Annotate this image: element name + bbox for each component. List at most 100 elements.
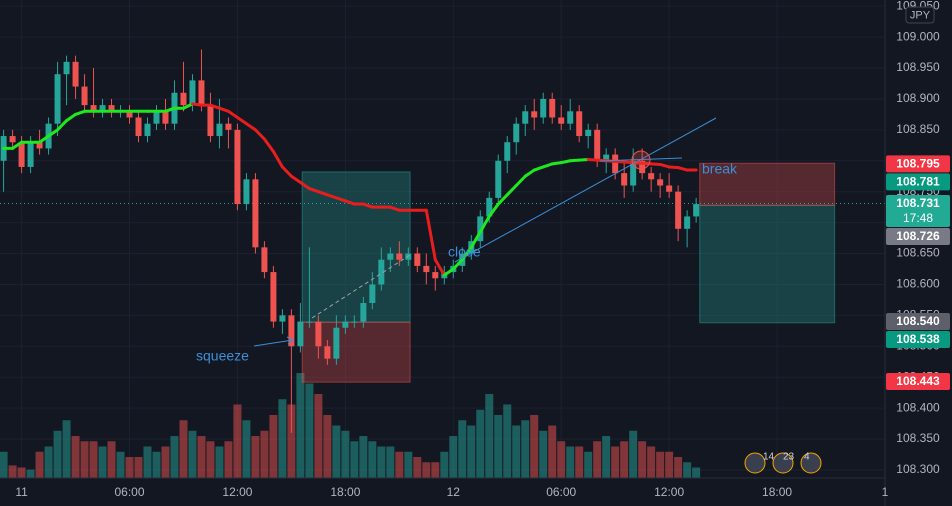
ma-segment — [622, 160, 635, 165]
volume-bar — [278, 399, 287, 478]
positions — [0, 162, 885, 383]
candle-body — [306, 321, 313, 323]
candle-body — [666, 185, 673, 192]
candle-body — [333, 327, 340, 359]
volume-bar — [449, 436, 458, 478]
candle-body — [36, 142, 43, 149]
x-tick-label: 1 — [882, 485, 889, 499]
volume-bar — [584, 451, 593, 478]
volume-bar — [260, 430, 269, 478]
volume-bar — [215, 446, 224, 478]
volume-bar — [8, 465, 17, 478]
candle-body — [99, 105, 106, 112]
volume-bar — [350, 441, 359, 478]
candle-body — [594, 129, 601, 161]
price-label-box — [886, 155, 950, 173]
volume-bar — [332, 425, 341, 478]
volume-bar — [161, 446, 170, 478]
volume-bar — [80, 441, 89, 478]
volume-bar — [224, 441, 233, 478]
ma-segment — [388, 205, 401, 212]
candle-body — [360, 303, 367, 322]
ma-segment — [289, 174, 302, 184]
price-label: 108.731 — [896, 196, 940, 210]
candle-body — [657, 179, 664, 186]
candle-body — [558, 117, 565, 124]
price-label-box — [886, 313, 950, 331]
stop-zone — [699, 162, 836, 206]
candle-body — [180, 92, 187, 106]
y-tick-label: 108.300 — [896, 462, 940, 476]
price-label: 108.443 — [896, 374, 940, 388]
arrow — [253, 339, 294, 347]
volume-bar — [116, 451, 125, 478]
ma-segment — [478, 214, 491, 234]
candle-body — [351, 321, 358, 323]
ma-segment — [343, 199, 356, 206]
x-tick-label: 18:00 — [330, 485, 360, 499]
event-badge[interactable] — [772, 452, 794, 474]
volume-bar — [170, 436, 179, 478]
event-badge[interactable] — [744, 452, 766, 474]
candle-body — [585, 129, 592, 137]
volume-bar — [512, 425, 521, 478]
x-tick-label: 11 — [15, 485, 28, 499]
ma-segment — [568, 158, 581, 163]
candle-body — [324, 346, 331, 359]
candle-body — [414, 253, 421, 266]
price-label-box — [886, 173, 950, 191]
target-zone — [699, 204, 836, 324]
target-zone — [301, 171, 411, 323]
volume-bar — [98, 446, 107, 478]
y-tick-label: 108.900 — [896, 91, 940, 105]
ma-segment — [649, 162, 662, 166]
event-badge[interactable] — [800, 452, 822, 474]
candle-body — [684, 216, 691, 229]
ma-segment — [514, 174, 527, 188]
ma-segment — [532, 165, 545, 172]
volume-bar — [26, 469, 35, 478]
candle-body — [630, 160, 637, 186]
ma-segment — [217, 106, 230, 113]
volume-bar — [503, 404, 512, 478]
candle-body — [396, 253, 403, 260]
volume-bar — [359, 436, 368, 478]
volume-bar — [305, 383, 314, 478]
drawings: squeeze close break — [196, 117, 738, 364]
annotation: break — [702, 161, 738, 177]
candle-body — [549, 98, 556, 118]
price-label-box — [886, 227, 950, 245]
candle-body — [504, 142, 511, 161]
volume-bar — [611, 446, 620, 478]
volume-bar — [62, 420, 71, 478]
ma-segment — [361, 202, 374, 209]
currency-box[interactable] — [905, 6, 935, 24]
volume-bar — [287, 404, 296, 478]
volume-bar — [341, 430, 350, 478]
volume-bar — [188, 430, 197, 478]
volume-bar — [629, 430, 638, 478]
candle-body — [342, 321, 349, 328]
ma-segment — [47, 128, 60, 138]
events: 14 23 4 — [744, 452, 822, 474]
ma-segment — [550, 161, 563, 166]
candle-body — [9, 136, 16, 143]
volume-bar — [539, 430, 548, 478]
volume-bar — [404, 451, 413, 478]
candle-body — [576, 111, 583, 137]
candle-body — [261, 247, 268, 273]
annotation: close — [448, 244, 481, 260]
volume-bar — [665, 451, 674, 478]
volume-bar — [593, 441, 602, 478]
candle-body — [144, 123, 151, 137]
price-label-box — [886, 373, 950, 391]
candle-body — [288, 315, 295, 347]
moving-average — [2, 102, 698, 277]
volume-bar — [440, 451, 449, 478]
ma-segment — [74, 109, 87, 116]
x-tick-label: 06:00 — [546, 485, 576, 499]
candle-body — [126, 111, 133, 118]
candle-body — [216, 123, 223, 137]
volume-bar — [557, 441, 566, 478]
volume-bar — [530, 415, 539, 478]
